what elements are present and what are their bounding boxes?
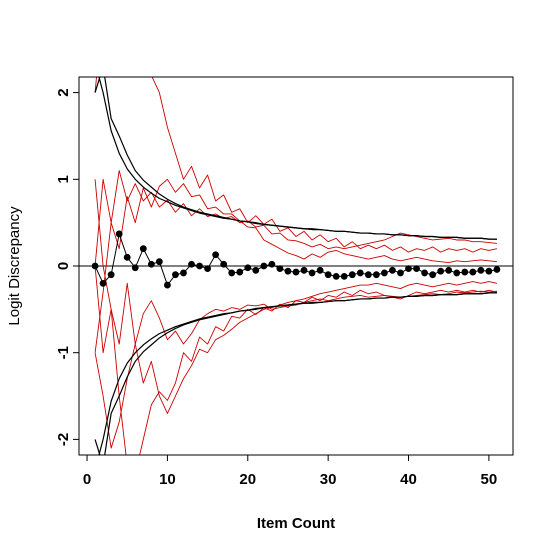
mean-point	[284, 267, 292, 275]
y-tick-label: 2	[55, 88, 72, 96]
mean-point	[236, 268, 244, 276]
x-axis-title: Item Count	[257, 515, 335, 532]
y-tick-label: -2	[55, 433, 72, 446]
mean-point	[268, 260, 276, 268]
mean-point	[421, 269, 428, 277]
mean-point	[469, 268, 477, 276]
x-tick-label: 30	[320, 471, 337, 488]
mean-point	[131, 264, 139, 272]
mean-point	[316, 266, 324, 274]
mean-point	[123, 253, 131, 261]
series-red-upper-a	[94, 77, 498, 253]
mean-point	[155, 258, 163, 266]
mean-point	[485, 267, 493, 275]
series-red-upper-c	[94, 178, 497, 353]
mean-point	[405, 265, 412, 273]
mean-point	[308, 269, 316, 277]
mean-point	[429, 271, 437, 279]
mean-point	[300, 266, 308, 274]
mean-point	[260, 262, 268, 270]
plot-area	[79, 77, 513, 455]
y-tick-label: -1	[55, 346, 72, 359]
mean-point	[147, 260, 155, 268]
series-red-lower-a	[94, 265, 498, 414]
mean-point	[244, 264, 252, 272]
mean-point	[99, 279, 107, 287]
mean-point	[493, 266, 501, 273]
y-axis-title: Logit Discrepancy	[6, 206, 23, 326]
series-red-lower-b	[94, 179, 498, 455]
mean-point	[324, 271, 332, 279]
mean-point	[461, 268, 469, 276]
mean-point	[453, 269, 461, 277]
mean-point	[292, 268, 300, 276]
mean-point	[356, 269, 364, 277]
mean-point	[372, 271, 380, 279]
series-mean-points	[94, 233, 498, 286]
mean-point	[477, 266, 485, 274]
mean-point	[212, 251, 220, 259]
mean-point	[445, 266, 453, 274]
mean-point	[397, 269, 404, 277]
mean-point	[196, 262, 203, 270]
x-tick-label: 20	[239, 471, 256, 488]
series-red-upper-b	[94, 170, 497, 267]
mean-point	[252, 266, 260, 274]
mean-point	[164, 281, 171, 289]
mean-point	[276, 265, 284, 273]
series-lower-bound-2	[94, 292, 497, 455]
mean-point	[437, 267, 445, 275]
y-tick-label: 1	[55, 175, 72, 183]
mean-point	[91, 262, 99, 270]
x-tick-label: 50	[481, 471, 498, 488]
series-upper-bound-2	[94, 77, 497, 240]
mean-point	[381, 269, 388, 277]
series-upper-bound-1	[98, 77, 497, 240]
y-tick-label: 0	[55, 262, 72, 270]
series-lower-bound-1	[98, 292, 497, 455]
mean-point	[204, 265, 211, 273]
mean-point	[180, 269, 187, 277]
mean-point	[389, 266, 396, 274]
mean-point	[332, 273, 340, 280]
mean-point	[228, 269, 236, 277]
mean-point	[340, 273, 348, 280]
x-tick-label: 40	[400, 471, 417, 488]
mean-point	[413, 265, 420, 273]
mean-point	[220, 260, 228, 268]
mean-point	[188, 260, 195, 268]
mean-point	[107, 271, 115, 279]
mean-point	[139, 245, 147, 253]
x-tick-label: 10	[159, 471, 176, 488]
mean-point	[348, 271, 356, 279]
mean-point	[364, 271, 372, 279]
mean-point	[172, 271, 179, 279]
series-red-lower-c	[94, 290, 497, 449]
axes: 0 10 20 30 40 50 -2 -1 0 1 2	[55, 88, 497, 488]
mean-point	[115, 230, 123, 238]
x-tick-label: 0	[83, 471, 91, 488]
